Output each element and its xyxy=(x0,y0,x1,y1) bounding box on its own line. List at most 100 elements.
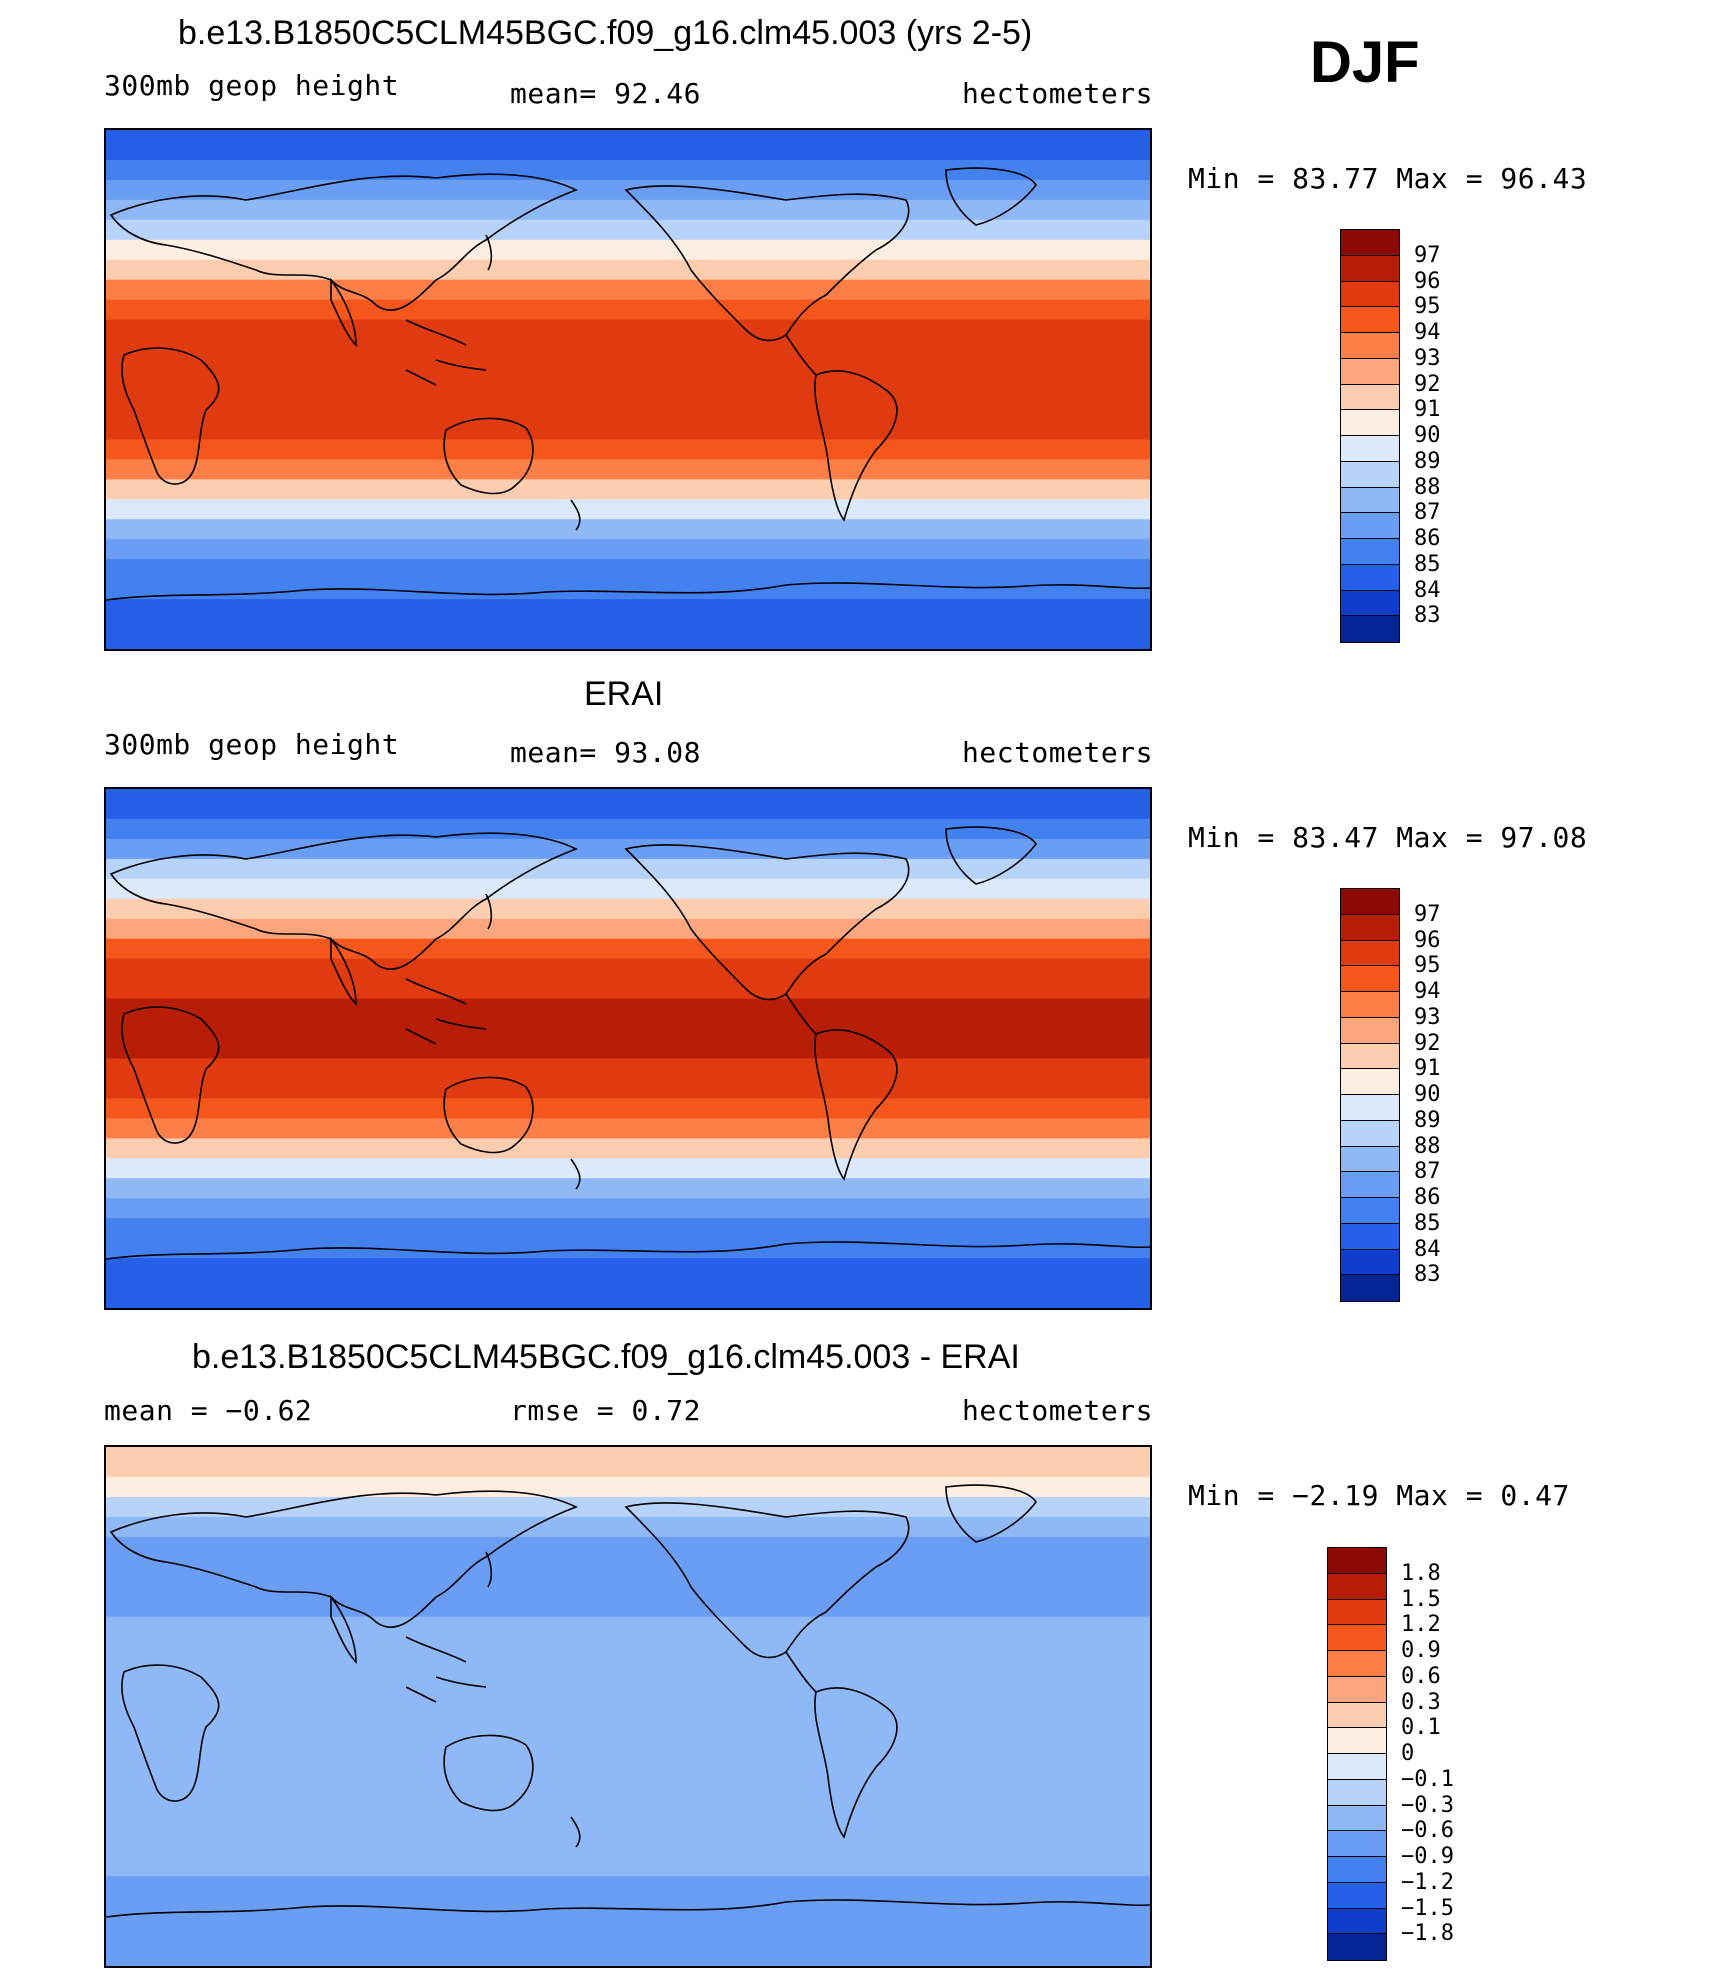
panel1-band-transition xyxy=(106,439,1150,460)
panel2-variable-label: 300mb geop height xyxy=(104,728,400,761)
coastline-segment xyxy=(485,234,493,271)
coastline-segment xyxy=(814,370,898,522)
panel2-band-transition xyxy=(106,898,1150,919)
panel2-band-transition xyxy=(106,818,1150,839)
panel1-colorbar-swatch xyxy=(1341,461,1399,488)
panel3-band-transition xyxy=(106,1836,1150,1857)
coastline-segment xyxy=(785,993,817,1035)
coastline-segment xyxy=(443,1076,534,1154)
panel3-colorbar-swatch xyxy=(1328,1548,1386,1574)
panel3-colorbar-label: 0 xyxy=(1401,1741,1415,1766)
panel2-map-svg xyxy=(106,789,1150,1308)
panel1-field xyxy=(106,130,1150,649)
panel1-map-svg xyxy=(106,130,1150,649)
panel1-colorbar-label: 90 xyxy=(1414,423,1441,448)
panel1-colorbar-swatch xyxy=(1341,564,1399,591)
panel1-band-transition xyxy=(106,239,1150,260)
panel2-colorbar-swatch xyxy=(1341,1223,1399,1250)
panel2-field xyxy=(106,789,1150,1308)
panel3-band-transition xyxy=(106,1756,1150,1777)
panel2-band-transition xyxy=(106,978,1150,999)
coastline-segment xyxy=(814,1029,898,1181)
panel2-colorbar-label: 93 xyxy=(1414,1004,1441,1030)
panel1-colorbar-swatch xyxy=(1341,255,1399,282)
panel1-band-transition xyxy=(106,399,1150,420)
coastline-segment xyxy=(443,417,534,495)
panel3-colorbar-swatch xyxy=(1328,1831,1386,1857)
panel3-colorbar-swatch xyxy=(1328,1882,1386,1909)
coastline-segment xyxy=(106,582,1150,601)
coastline-segment xyxy=(945,1484,1037,1543)
panel2-colorbar-label: 89 xyxy=(1414,1107,1441,1133)
coastline-segment xyxy=(814,1687,898,1839)
panel2-colorbar-swatch xyxy=(1341,1249,1399,1276)
panel3-band-transition xyxy=(106,1676,1150,1697)
panel3-colorbar-label: −1.8 xyxy=(1401,1921,1454,1947)
panel1-band-transition xyxy=(106,479,1150,500)
coastline-segment xyxy=(485,1551,493,1588)
panel3-map xyxy=(104,1445,1152,1968)
panel2-mean-label: mean= 93.08 xyxy=(510,736,701,769)
panel1-colorbar-label: 84 xyxy=(1414,577,1441,603)
panel1-band-transition xyxy=(106,199,1150,220)
panel2-colorbar-label: 85 xyxy=(1414,1210,1441,1236)
coastline-segment xyxy=(624,1502,910,1659)
panel3-band-transition xyxy=(106,1636,1150,1657)
panel2-colorbar-label: 95 xyxy=(1414,953,1441,979)
panel3-map-svg xyxy=(106,1447,1150,1966)
coastline-segment xyxy=(624,844,910,1001)
panel1-colorbar-label: 96 xyxy=(1414,268,1441,294)
panel1-colorbar-swatch xyxy=(1341,539,1399,565)
panel3-band-transition xyxy=(106,1556,1150,1577)
panel1-coastlines-icon xyxy=(106,167,1150,601)
panel3-colorbar-swatch xyxy=(1328,1857,1386,1883)
panel2-colorbar xyxy=(1340,888,1400,1302)
panel3-colorbar-swatch xyxy=(1328,1805,1386,1832)
panel1-colorbar-swatch xyxy=(1341,616,1399,642)
panel1-variable-label: 300mb geop height xyxy=(104,69,400,102)
coastline-segment xyxy=(330,936,357,1006)
panel2-colorbar-label: 90 xyxy=(1414,1082,1441,1107)
panel2-colorbar-swatch xyxy=(1341,940,1399,967)
panel1-colorbar-label: 94 xyxy=(1414,320,1441,345)
panel2-colorbar-swatch xyxy=(1341,1069,1399,1095)
panel1-colorbar-label: 93 xyxy=(1414,345,1441,371)
panel2-colorbar-label: 92 xyxy=(1414,1030,1441,1056)
panel2-colorbar-swatch xyxy=(1341,1017,1399,1044)
coastline-segment xyxy=(106,1899,1150,1918)
coastline-segment xyxy=(485,893,493,930)
coastline-segment xyxy=(109,832,578,970)
panel2-colorbar-swatch xyxy=(1341,1198,1399,1224)
panel2-colorbar-swatch xyxy=(1341,1275,1399,1301)
panel2-colorbar-label: 97 xyxy=(1414,901,1441,927)
panel3-colorbar-label: 0.1 xyxy=(1401,1715,1441,1741)
panel1-band-transition xyxy=(106,559,1150,580)
panel3-colorbar-swatch xyxy=(1328,1573,1386,1600)
coastline-segment xyxy=(624,185,910,342)
panel1-colorbar-label: 92 xyxy=(1414,371,1441,397)
panel3-colorbar-label: −0.6 xyxy=(1401,1818,1454,1844)
panel2-title: ERAI xyxy=(584,675,664,713)
panel2-colorbar-label: 91 xyxy=(1414,1056,1441,1082)
panel2-colorbar-swatch xyxy=(1341,914,1399,941)
panel3-colorbar-label: −1.2 xyxy=(1401,1869,1454,1895)
panel1-units-label: hectometers xyxy=(962,77,1153,110)
panel2-colorbar-swatch xyxy=(1341,1146,1399,1173)
panel3-colorbar-label: 0.6 xyxy=(1401,1663,1441,1689)
coastline-segment xyxy=(109,173,578,311)
panel3-units-label: hectometers xyxy=(962,1394,1153,1427)
panel3-colorbar-swatch xyxy=(1328,1676,1386,1703)
panel1-colorbar xyxy=(1340,229,1400,643)
coastline-segment xyxy=(570,499,581,531)
panel3-colorbar-swatch xyxy=(1328,1625,1386,1651)
panel2-colorbar-swatch xyxy=(1341,1095,1399,1121)
panel1-map xyxy=(104,128,1152,651)
panel3-colorbar-swatch xyxy=(1328,1934,1386,1960)
coastline-segment xyxy=(785,1651,817,1693)
coastline-segment xyxy=(570,1158,581,1190)
panel3-colorbar-swatch xyxy=(1328,1702,1386,1729)
panel1-minmax: Min = 83.77 Max = 96.43 xyxy=(1188,162,1588,195)
panel3-band-transition xyxy=(106,1876,1150,1897)
panel1-title: b.e13.B1850C5CLM45BGC.f09_g16.clm45.003 … xyxy=(178,14,1033,52)
panel1-colorbar-swatch xyxy=(1341,307,1399,333)
